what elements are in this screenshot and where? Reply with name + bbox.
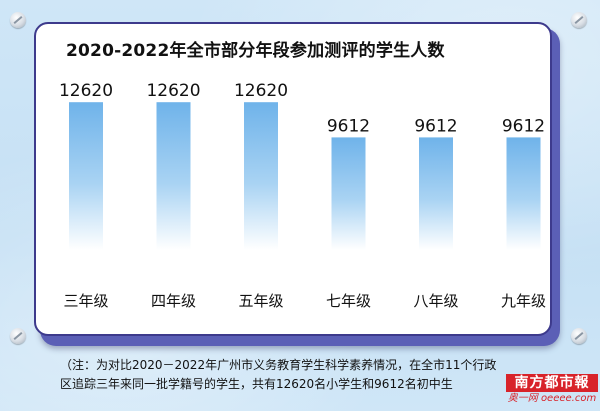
bars-layer: 12620 三年级 12620 四年级 12620 五年级 9612 七年级 9612 八年级 96… — [59, 81, 546, 310]
bar-4 — [331, 137, 366, 250]
bar-value-label-4: 9612 — [327, 116, 370, 136]
bar-value-label-5: 9612 — [414, 116, 457, 136]
category-label-5: 八年级 — [413, 292, 458, 310]
chart-title: 2020-2022年全市部分年段参加测评的学生人数 — [66, 41, 445, 61]
bar-value-label-6: 9612 — [502, 116, 545, 136]
pin-top-left-icon — [10, 12, 26, 28]
bar-value-label-1: 12620 — [59, 81, 113, 101]
bar-2 — [156, 102, 191, 250]
pin-top-right-icon — [571, 12, 587, 28]
bar-1 — [69, 102, 103, 250]
pin-bottom-right-icon — [571, 328, 587, 344]
newspaper-logo: 南方都市報 奥一网 oeeee.com — [506, 374, 598, 408]
footnote-line-2: 区追踪三年来同一批学籍号的学生，共有12620名小学生和9612名初中生 — [60, 377, 453, 391]
bar-5 — [419, 137, 453, 250]
footnote-line-1: （注：为对比2020－2022年广州市义务教育学生科学素养情况，在全市11个行政 — [60, 358, 497, 372]
category-label-2: 四年级 — [151, 292, 196, 310]
pin-bottom-left-icon — [10, 328, 26, 344]
bar-value-label-2: 12620 — [146, 81, 200, 101]
chart-card — [34, 22, 552, 336]
bar-6 — [506, 137, 541, 250]
bar-value-label-3: 12620 — [234, 81, 288, 101]
logo-title: 南方都市報 — [506, 374, 598, 392]
category-label-3: 五年级 — [238, 292, 283, 310]
category-label-1: 三年级 — [63, 292, 108, 310]
bar-chart: 12620 三年级 12620 四年级 12620 五年级 9612 七年级 9612 八年级 96… — [59, 81, 546, 310]
footnote: （注：为对比2020－2022年广州市义务教育学生科学素养情况，在全市11个行政… — [60, 356, 560, 394]
bar-3 — [244, 102, 278, 250]
logo-site: 奥一网 oeeee.com — [507, 393, 597, 404]
category-label-4: 七年级 — [326, 292, 371, 310]
category-label-6: 九年级 — [501, 292, 546, 310]
